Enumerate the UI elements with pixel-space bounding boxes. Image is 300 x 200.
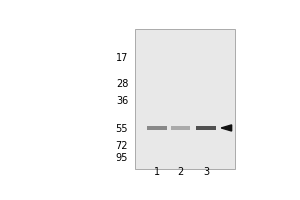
Bar [147,126,167,130]
Text: 17: 17 [116,53,128,63]
Text: 36: 36 [116,96,128,106]
Text: 1: 1 [154,167,160,177]
Text: 55: 55 [116,124,128,134]
Text: 95: 95 [116,153,128,163]
Text: 72: 72 [116,141,128,151]
Text: 3: 3 [203,167,209,177]
Bar [196,126,216,130]
Bar [135,29,235,169]
Polygon shape [221,125,232,131]
Text: 2: 2 [177,167,184,177]
Text: 28: 28 [116,79,128,89]
Bar [171,126,190,130]
